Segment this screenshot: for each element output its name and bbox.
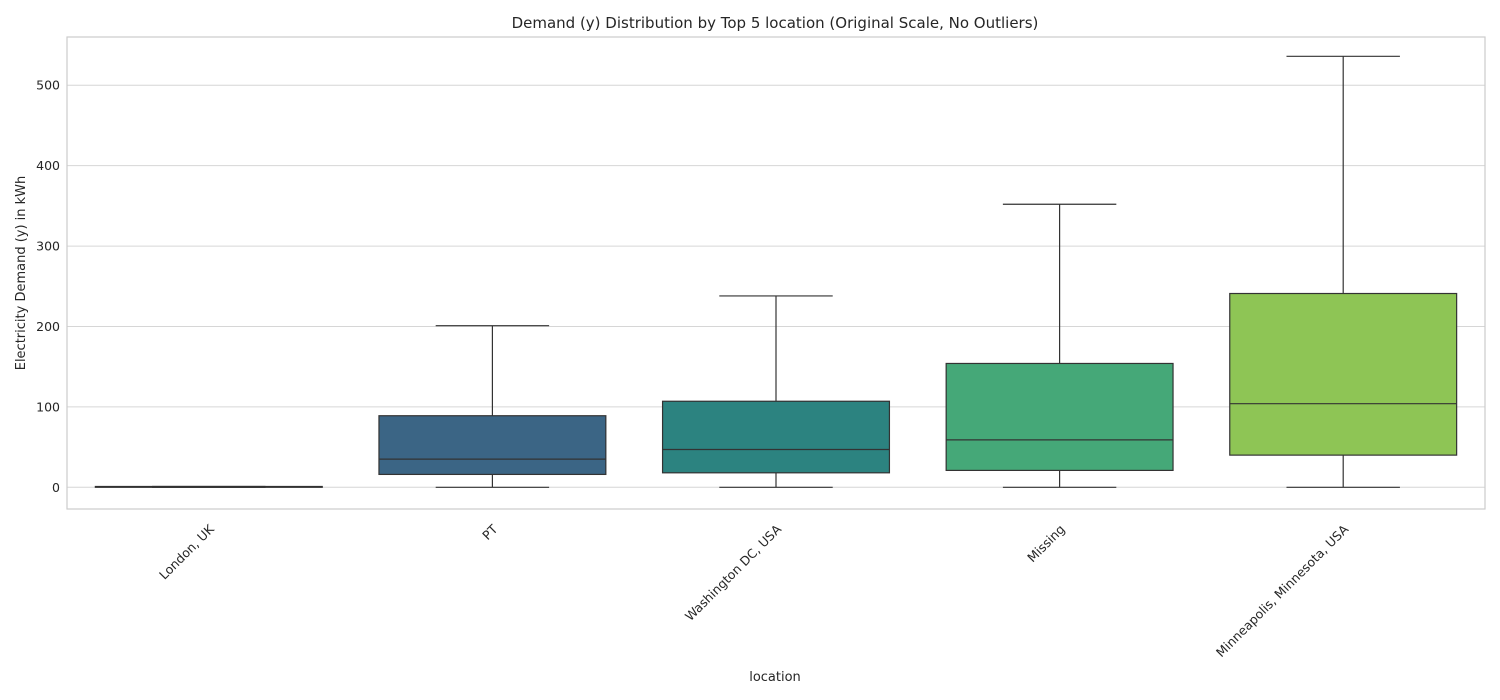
box-iqr	[378, 415, 607, 476]
plot-frame	[66, 36, 1486, 510]
y-tick-label: 100	[36, 399, 60, 414]
y-tick-label: 500	[36, 78, 60, 93]
box-plots	[94, 55, 1458, 488]
y-axis-label: Electricity Demand (y) in kWh	[14, 176, 29, 371]
x-axis-label: location	[749, 670, 801, 685]
box-plot	[378, 325, 607, 488]
chart-title: Demand (y) Distribution by Top 5 locatio…	[512, 14, 1039, 32]
y-tick-label: 200	[36, 319, 60, 334]
box-iqr	[945, 362, 1174, 472]
y-tick-label: 0	[52, 480, 60, 495]
box-iqr	[1229, 292, 1458, 456]
y-tick-labels: 0 100 200 300 400 500	[36, 78, 60, 495]
box-iqr	[661, 400, 891, 474]
box-plot	[945, 203, 1174, 488]
y-tick-label: 300	[36, 239, 60, 254]
box-plot	[94, 485, 323, 488]
box-plot	[661, 295, 891, 488]
y-tick-label: 400	[36, 158, 60, 173]
box-plot	[1229, 55, 1458, 488]
